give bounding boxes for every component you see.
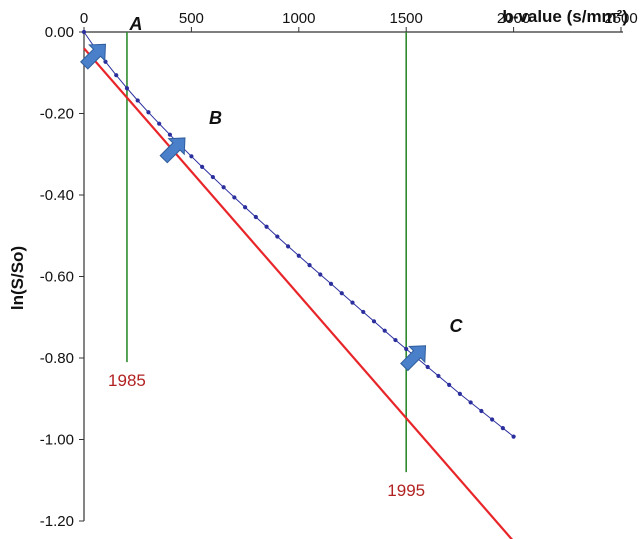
data-point [114, 73, 119, 78]
data-point [468, 400, 473, 405]
data-point [436, 373, 441, 379]
x-tick-label: 500 [179, 10, 204, 27]
data-point [382, 328, 387, 333]
data-point [500, 425, 505, 431]
data-point [350, 300, 355, 305]
x-tick-label: 0 [80, 10, 88, 27]
data-point [243, 205, 248, 210]
data-point [275, 234, 280, 239]
data-point [264, 224, 269, 229]
y-tick-label: -0.40 [40, 187, 74, 204]
data-point [457, 391, 462, 396]
arrow-shape [80, 43, 107, 70]
x-axis-title: b-value (s/mm²) [502, 7, 628, 26]
y-tick-label: 0.00 [45, 24, 74, 41]
data-point [232, 195, 237, 200]
reference-line-label: 1985 [108, 371, 146, 390]
reference-line-label: 1995 [387, 481, 425, 500]
axes: 0 500 1000 1500 2000 2500 0.00 -0.20 -0.40 -0.60 -… [8, 7, 638, 530]
data-point [200, 164, 205, 169]
x-tick-label: 2500 [604, 10, 637, 27]
data-point [307, 262, 312, 268]
fit-line [83, 47, 514, 539]
annotation-arrow [80, 43, 107, 70]
data-point [167, 132, 173, 137]
data-point [285, 244, 291, 249]
data-point [371, 319, 377, 324]
data-point [447, 382, 452, 387]
data-point [146, 110, 151, 115]
data-point [157, 121, 162, 126]
data-point [318, 272, 323, 277]
y-tick-label: -1.00 [40, 432, 74, 449]
data-point [404, 346, 409, 352]
x-tick-label: 2000 [497, 10, 530, 27]
annotation-label: B [209, 108, 222, 128]
annotation-label: C [450, 316, 464, 336]
annotation-label: A [128, 14, 142, 34]
x-tick-label: 1000 [282, 10, 315, 27]
data-point [135, 98, 140, 103]
annotation-arrow [159, 137, 186, 164]
data-point [479, 408, 484, 414]
data-point [189, 154, 194, 159]
data-point [393, 337, 398, 343]
arrow-shape [400, 345, 427, 372]
data-point [511, 434, 516, 439]
annotations: A B C [80, 14, 464, 372]
annotation-arrow [400, 345, 427, 372]
data-point [339, 291, 344, 296]
data-point [210, 174, 215, 180]
data-point [425, 364, 430, 370]
y-tick-label: -0.80 [40, 350, 74, 367]
data-point [253, 214, 258, 220]
y-tick-label: -0.20 [40, 106, 74, 123]
data-line [83, 31, 514, 437]
x-tick-label: 1500 [390, 10, 423, 27]
data-point [328, 281, 334, 286]
data-point [361, 309, 366, 315]
data-point [81, 29, 87, 35]
y-tick-label: -0.60 [40, 269, 74, 286]
y-axis-title: ln(S/So) [8, 246, 27, 310]
data-point [490, 417, 495, 422]
data-point [221, 185, 226, 190]
arrow-shape [159, 137, 186, 164]
series-group [81, 29, 516, 539]
data-point [296, 253, 301, 258]
data-point [124, 86, 130, 91]
y-tick-label: -1.20 [40, 513, 74, 530]
reference-lines: 1985 1995 [108, 32, 425, 500]
